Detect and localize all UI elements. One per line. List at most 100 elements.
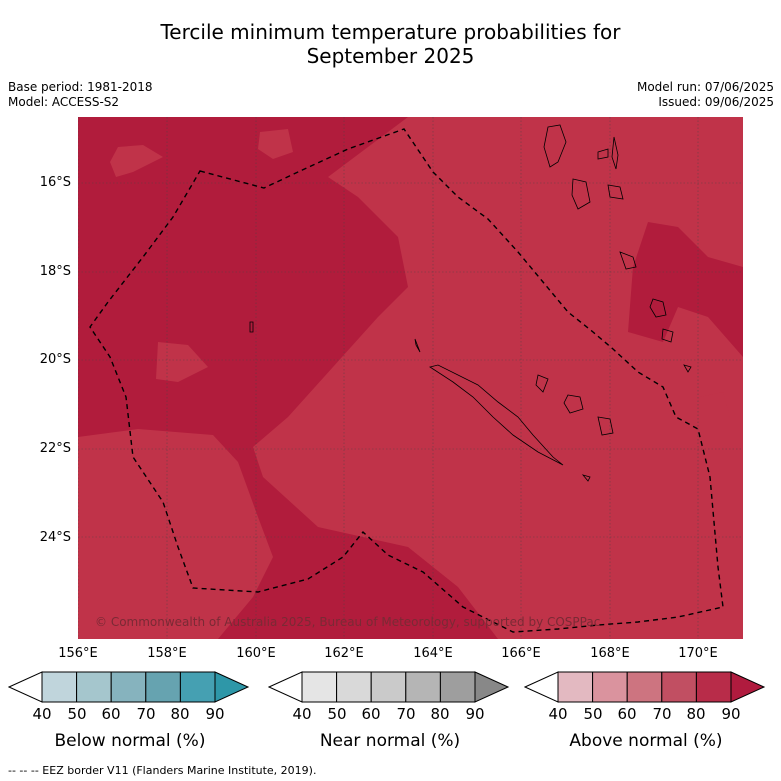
colorbar-segment bbox=[336, 671, 372, 703]
island-aneityum bbox=[683, 364, 692, 373]
colorbar-segment bbox=[557, 671, 594, 703]
island-erromango bbox=[649, 298, 667, 318]
island-efate bbox=[619, 251, 637, 270]
cb-above-tick-90: 90 bbox=[721, 705, 741, 723]
colorbar-segment bbox=[439, 671, 476, 703]
colorbar-segment bbox=[626, 671, 663, 703]
lat-label-20s: 20°S bbox=[39, 352, 71, 367]
lon-label-168e: 168°E bbox=[590, 646, 630, 661]
colorbar-extend-high bbox=[474, 671, 510, 703]
colorbar-above bbox=[523, 671, 768, 707]
lon-label-162e: 162°E bbox=[324, 646, 364, 661]
colorbar-segment bbox=[179, 671, 216, 703]
island-isle-of-pines bbox=[581, 474, 591, 482]
cb-below-tick-70: 70 bbox=[136, 705, 156, 723]
lon-label-156e: 156°E bbox=[58, 646, 98, 661]
lon-label-158e: 158°E bbox=[147, 646, 187, 661]
lat-label-22s: 22°S bbox=[39, 441, 71, 456]
light-patch-west bbox=[156, 342, 208, 382]
cb-above-tick-60: 60 bbox=[617, 705, 637, 723]
cb-below-tick-90: 90 bbox=[205, 705, 225, 723]
colorbar-segment bbox=[110, 671, 147, 703]
cb-below-tick-80: 80 bbox=[170, 705, 190, 723]
eez-border bbox=[89, 128, 724, 633]
graticule bbox=[78, 117, 743, 639]
map-title-line1: Tercile minimum temperature probabilitie… bbox=[160, 20, 621, 44]
colorbar-segment bbox=[405, 671, 441, 703]
lat-label-24s: 24°S bbox=[39, 530, 71, 545]
island-maewo bbox=[597, 148, 609, 160]
island-mare bbox=[597, 416, 614, 436]
island-pentecost bbox=[611, 136, 619, 170]
colorbar-extend-low bbox=[7, 671, 43, 703]
light-patch-northwest bbox=[110, 145, 163, 177]
cb-above-tick-50: 50 bbox=[583, 705, 603, 723]
lon-label-164e: 164°E bbox=[413, 646, 453, 661]
colorbar-below bbox=[7, 671, 252, 707]
cb-near-tick-60: 60 bbox=[361, 705, 381, 723]
colorbar-above-title: Above normal (%) bbox=[569, 731, 723, 751]
model-name: Model: ACCESS-S2 bbox=[8, 95, 120, 109]
cb-near-tick-70: 70 bbox=[396, 705, 416, 723]
colorbar-segment bbox=[145, 671, 181, 703]
lon-label-166e: 166°E bbox=[501, 646, 541, 661]
cb-near-tick-40: 40 bbox=[292, 705, 312, 723]
cb-near-tick-50: 50 bbox=[327, 705, 347, 723]
cb-above-tick-80: 80 bbox=[686, 705, 706, 723]
lon-label-170e: 170°E bbox=[678, 646, 718, 661]
island-lifou bbox=[563, 394, 584, 414]
island-new-caledonia bbox=[429, 364, 564, 466]
eez-footer-note: -- -- -- EEZ border V11 (Flanders Marine… bbox=[8, 764, 317, 777]
colorbar-below-title: Below normal (%) bbox=[54, 731, 206, 751]
issued-date: Issued: 09/06/2025 bbox=[658, 95, 774, 109]
cb-near-tick-90: 90 bbox=[465, 705, 485, 723]
copyright-notice: © Commonwealth of Australia 2025, Bureau… bbox=[95, 615, 600, 629]
light-patch-central bbox=[253, 117, 743, 639]
lon-label-160e: 160°E bbox=[236, 646, 276, 661]
colorbar-near-svg bbox=[267, 671, 510, 703]
cb-above-tick-40: 40 bbox=[548, 705, 568, 723]
meta-right: Model run: 07/06/2025 Issued: 09/06/2025 bbox=[637, 80, 774, 110]
lat-label-16s: 16°S bbox=[39, 175, 71, 190]
cb-near-tick-80: 80 bbox=[430, 705, 450, 723]
colorbar-segment bbox=[301, 671, 338, 703]
map-title: Tercile minimum temperature probabilitie… bbox=[0, 20, 781, 68]
model-run: Model run: 07/06/2025 bbox=[636, 80, 774, 94]
colorbar-extend-low bbox=[267, 671, 303, 703]
map-svg: © Commonwealth of Australia 2025, Bureau… bbox=[78, 117, 743, 639]
light-patch-east bbox=[698, 392, 730, 435]
island-tanna bbox=[661, 328, 674, 343]
cb-below-tick-50: 50 bbox=[67, 705, 87, 723]
island-ambrym bbox=[607, 184, 624, 200]
cb-below-tick-60: 60 bbox=[101, 705, 121, 723]
colorbar-near-title: Near normal (%) bbox=[319, 731, 461, 751]
islands bbox=[249, 124, 692, 482]
colorbar-segment bbox=[76, 671, 112, 703]
colorbar-segment bbox=[592, 671, 628, 703]
cb-above-tick-70: 70 bbox=[652, 705, 672, 723]
colorbar-below-svg bbox=[7, 671, 250, 703]
island-espiritu-santo bbox=[543, 124, 567, 168]
cb-below-tick-40: 40 bbox=[32, 705, 52, 723]
light-patch-southwest bbox=[78, 429, 273, 639]
colorbar-segment bbox=[370, 671, 407, 703]
colorbar-segment bbox=[695, 671, 732, 703]
base-period: Base period: 1981-2018 bbox=[8, 80, 153, 94]
lat-label-18s: 18°S bbox=[39, 264, 71, 279]
light-patch-north bbox=[258, 129, 293, 159]
island-ouvea bbox=[535, 374, 549, 393]
colorbar-segment bbox=[661, 671, 697, 703]
colorbar-near bbox=[267, 671, 512, 707]
colorbar-extend-high bbox=[730, 671, 766, 703]
map-panel: © Commonwealth of Australia 2025, Bureau… bbox=[78, 117, 743, 639]
island-malakula bbox=[571, 178, 591, 210]
colorbar-above-svg bbox=[523, 671, 766, 703]
probability-field-light bbox=[78, 117, 743, 639]
colorbar-segment bbox=[41, 671, 78, 703]
island-belep bbox=[414, 338, 421, 353]
map-title-line2: September 2025 bbox=[306, 44, 475, 68]
island-chesterfield bbox=[249, 321, 254, 333]
colorbar-extend-low bbox=[523, 671, 559, 703]
colorbar-extend-high bbox=[214, 671, 250, 703]
meta-left: Base period: 1981-2018 Model: ACCESS-S2 bbox=[8, 80, 153, 110]
